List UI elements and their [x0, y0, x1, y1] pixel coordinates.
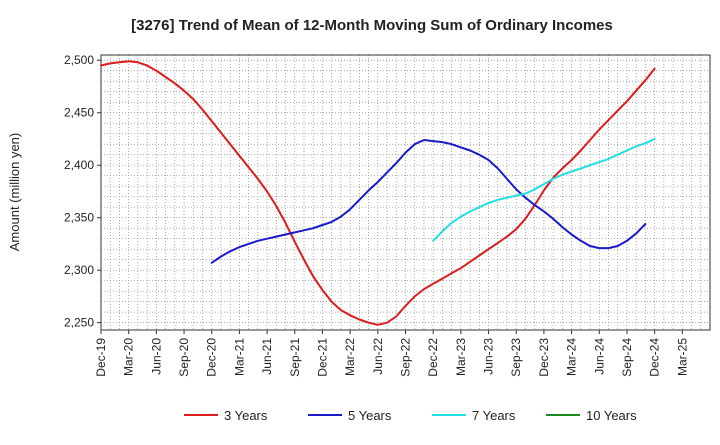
- x-tick-label: Dec-20: [205, 338, 219, 377]
- y-tick-label: 2,400: [64, 158, 94, 172]
- y-axis-label: Amount (million yen): [7, 133, 22, 252]
- y-tick-label: 2,250: [64, 316, 94, 330]
- x-tick-label: Dec-22: [426, 338, 440, 377]
- x-tick-label: Mar-23: [454, 338, 468, 376]
- legend-label-10-years: 10 Years: [586, 408, 637, 423]
- x-tick-label: Sep-21: [288, 338, 302, 377]
- x-tick-label: Sep-22: [399, 338, 413, 377]
- grid-lines: [101, 55, 710, 330]
- x-tick-label: Dec-24: [648, 338, 662, 377]
- chart-title: [3276] Trend of Mean of 12-Month Moving …: [131, 17, 613, 34]
- x-tick-label: Jun-20: [149, 338, 163, 375]
- x-tick-label: Jun-24: [592, 338, 606, 375]
- x-tick-label: Sep-23: [509, 338, 523, 377]
- legend-label-7-years: 7 Years: [472, 408, 516, 423]
- x-tick-label: Jun-21: [260, 338, 274, 375]
- series-lines: [100, 60, 656, 326]
- y-tick-label: 2,350: [64, 211, 94, 225]
- legend-label-5-years: 5 Years: [348, 408, 392, 423]
- x-tick-label: Mar-20: [122, 338, 136, 376]
- x-tick-label: Mar-21: [232, 338, 246, 376]
- x-tick-label: Dec-21: [315, 338, 329, 377]
- y-tick-label: 2,450: [64, 106, 94, 120]
- x-tick-label: Mar-25: [675, 338, 689, 376]
- x-tick-label: Jun-23: [482, 338, 496, 375]
- x-axis-ticks: Dec-19 Mar-20 Jun-20 Sep-20 Dec-20 Mar-21 Jun-…: [94, 330, 689, 377]
- legend: 3 Years 5 Years 7 Years 10 Years: [184, 408, 637, 423]
- x-tick-label: Sep-24: [620, 338, 634, 377]
- x-tick-label: Sep-20: [177, 338, 191, 377]
- x-tick-label: Mar-24: [565, 338, 579, 376]
- x-tick-label: Dec-19: [94, 338, 108, 377]
- x-tick-label: Jun-22: [371, 338, 385, 375]
- y-tick-label: 2,500: [64, 53, 94, 67]
- x-tick-label: Mar-22: [343, 338, 357, 376]
- series-line-5-years: [210, 139, 647, 264]
- series-line-7-years: [432, 138, 656, 242]
- legend-label-3-years: 3 Years: [224, 408, 268, 423]
- series-line-3-years: [100, 60, 656, 326]
- y-tick-label: 2,300: [64, 263, 94, 277]
- y-axis-ticks: 2,250 2,300 2,350 2,400 2,450 2,500: [64, 53, 101, 330]
- plot-area: [101, 55, 710, 330]
- x-tick-label: Dec-23: [537, 338, 551, 377]
